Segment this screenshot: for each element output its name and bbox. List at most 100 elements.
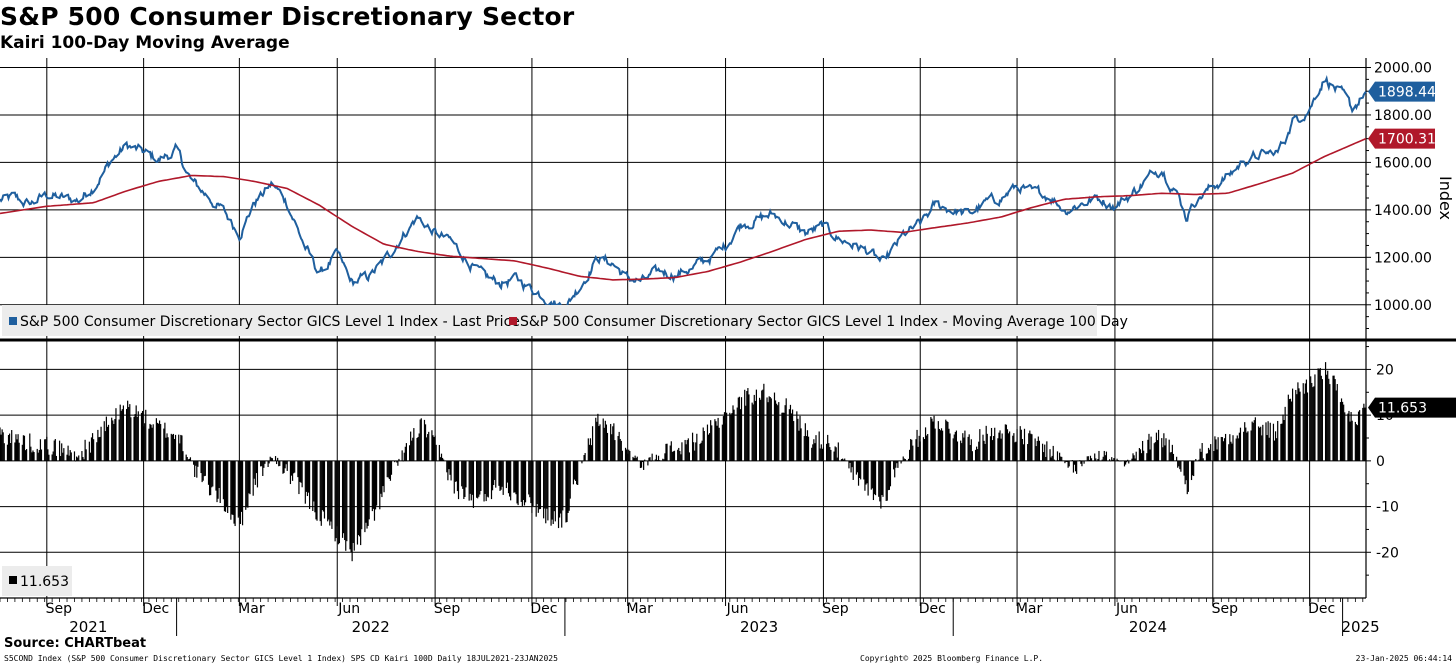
kairi-bar <box>449 460 451 475</box>
kairi-bar <box>691 432 694 461</box>
kairi-bar <box>758 397 761 461</box>
kairi-bar <box>248 460 250 494</box>
y-tick-label-lower: -20 <box>1376 545 1399 561</box>
kairi-bar <box>96 442 98 461</box>
kairi-bar <box>731 413 733 461</box>
kairi-bar <box>223 460 226 512</box>
kairi-bar <box>137 411 139 461</box>
x-tick-label: Sep <box>46 601 73 617</box>
kairi-bar <box>1139 449 1142 461</box>
kairi-bar <box>722 416 725 461</box>
x-tick-label: Dec <box>530 601 557 617</box>
kairi-bar <box>1150 436 1152 461</box>
kairi-bar <box>700 442 702 461</box>
kairi-bar <box>361 460 363 530</box>
kairi-bar <box>346 460 348 542</box>
kairi-bar <box>729 412 731 461</box>
kairi-bar <box>859 460 861 479</box>
kairi-bar <box>204 460 206 476</box>
kairi-bar <box>901 460 903 462</box>
kairi-last-value-shape <box>1368 397 1456 418</box>
kairi-bar <box>469 460 471 494</box>
kairi-bar <box>283 460 285 473</box>
kairi-bar <box>1068 460 1070 467</box>
kairi-bar <box>148 428 150 461</box>
kairi-bar <box>1343 404 1345 461</box>
kairi-bar <box>1001 433 1003 461</box>
kairi-bar <box>574 460 577 481</box>
kairi-bar <box>740 397 743 461</box>
kairi-bar <box>438 444 440 461</box>
kairi-bar <box>1132 453 1134 461</box>
kairi-bar <box>993 436 995 461</box>
kairi-bar <box>967 436 969 461</box>
kairi-bar <box>1016 429 1018 461</box>
kairi-bar <box>903 458 905 461</box>
legend-label-ma: S&P 500 Consumer Discretionary Sector GI… <box>520 314 1128 330</box>
kairi-bar <box>532 460 534 506</box>
kairi-bar <box>807 436 810 461</box>
kairi-bar <box>353 460 355 551</box>
kairi-bar <box>680 454 682 461</box>
kairi-bar <box>1312 387 1314 461</box>
kairi-bar <box>522 460 525 500</box>
kairi-bar <box>1254 417 1256 461</box>
kairi-bar <box>567 460 569 513</box>
kairi-bar <box>338 460 340 544</box>
kairi-bar <box>1038 440 1040 461</box>
kairi-bar <box>1110 460 1112 462</box>
kairi-bar <box>1170 452 1172 461</box>
kairi-bar <box>1224 433 1227 461</box>
kairi-bar <box>1191 460 1194 476</box>
kairi-bar <box>136 416 138 461</box>
kairi-bar <box>125 408 128 461</box>
kairi-bar <box>402 460 404 462</box>
kairi-bar <box>613 423 615 461</box>
kairi-bar <box>233 460 235 524</box>
kairi-bar <box>984 443 986 461</box>
x-tick-label: Sep <box>1212 601 1239 617</box>
kairi-bar <box>881 460 883 495</box>
kairi-bar <box>1290 401 1293 461</box>
kairi-bar <box>394 460 396 463</box>
kairi-bar <box>1080 460 1082 464</box>
kairi-bar <box>769 397 771 461</box>
kairi-bar <box>629 450 631 461</box>
kairi-bar <box>401 450 403 461</box>
kairi-bar <box>1028 433 1030 461</box>
kairi-bar <box>30 446 32 461</box>
kairi-bars <box>0 362 1367 562</box>
kairi-bar <box>464 460 466 497</box>
kairi-bar <box>956 441 959 461</box>
kairi-bar <box>1252 422 1254 461</box>
ma-last-value-tag-shape <box>1368 128 1435 149</box>
kairi-bar <box>8 433 11 461</box>
kairi-bar <box>140 412 143 461</box>
chart-title: S&P 500 Consumer Discretionary Sector <box>0 2 575 31</box>
kairi-bar <box>202 460 204 481</box>
kairi-bar <box>612 426 614 461</box>
kairi-bar <box>1253 420 1255 461</box>
kairi-bar <box>785 398 787 461</box>
kairi-bar <box>730 414 732 461</box>
kairi-bar <box>710 420 712 461</box>
kairi-bar <box>1143 450 1145 461</box>
kairi-bar <box>673 450 676 461</box>
kairi-bar <box>708 433 711 461</box>
kairi-bar <box>255 460 257 474</box>
kairi-bar <box>822 447 825 461</box>
kairi-bar <box>968 434 970 461</box>
kairi-bar <box>927 434 929 461</box>
kairi-bar <box>855 460 858 475</box>
kairi-bar <box>200 460 202 474</box>
kairi-bar <box>1193 460 1195 477</box>
kairi-bar <box>300 460 302 483</box>
kairi-bar <box>990 427 993 461</box>
kairi-bar <box>1207 447 1210 461</box>
kairi-bar <box>628 449 630 461</box>
kairi-bar <box>230 460 232 520</box>
kairi-bar <box>381 460 383 498</box>
kairi-bar <box>388 460 390 479</box>
kairi-bar <box>336 460 338 527</box>
kairi-bar <box>463 460 465 500</box>
